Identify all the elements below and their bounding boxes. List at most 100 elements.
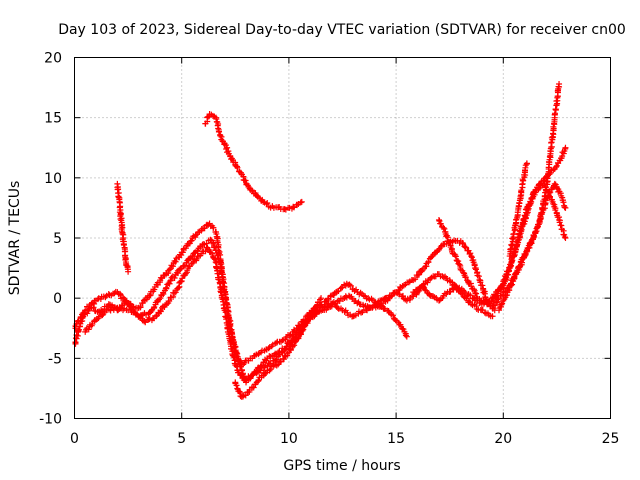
data-point <box>160 291 167 298</box>
data-point <box>533 228 540 235</box>
x-axis-label: GPS time / hours <box>283 458 400 474</box>
data-point <box>247 375 254 382</box>
data-point <box>447 288 454 295</box>
data-point <box>452 252 459 259</box>
data-point <box>180 263 187 270</box>
data-point <box>301 322 308 329</box>
plot-frame <box>74 57 611 419</box>
y-tick-label: 10 <box>44 171 62 187</box>
data-point <box>169 263 176 270</box>
data-point <box>388 293 395 300</box>
data-point <box>544 175 551 182</box>
data-point <box>424 279 431 286</box>
data-point <box>505 267 512 274</box>
data-point <box>519 181 526 188</box>
data-point <box>235 369 242 376</box>
data-point <box>159 275 166 282</box>
data-point <box>171 274 178 281</box>
data-point <box>215 125 222 132</box>
data-point <box>437 220 444 227</box>
data-point <box>91 297 98 304</box>
data-point <box>162 302 169 309</box>
x-tick-label: 15 <box>387 431 405 447</box>
data-point <box>443 290 450 297</box>
data-point <box>253 368 260 375</box>
data-point <box>306 314 313 321</box>
data-point <box>294 202 301 209</box>
data-point <box>359 309 366 316</box>
tick-labels: 0 5 10 15 20 25 -10 -5 0 5 10 15 20 <box>39 51 619 448</box>
data-point <box>216 128 223 135</box>
y-tick-label: -10 <box>39 412 62 428</box>
data-point <box>265 345 272 352</box>
data-point <box>510 231 517 238</box>
data-point <box>556 219 563 226</box>
data-point <box>156 279 163 286</box>
data-point <box>364 307 371 314</box>
data-point <box>555 83 562 90</box>
data-point <box>472 266 479 273</box>
data-point <box>527 198 534 205</box>
data-point <box>286 332 293 339</box>
data-point <box>521 212 528 219</box>
data-point <box>257 363 264 370</box>
data-point <box>518 187 525 194</box>
data-point <box>553 185 560 192</box>
data-point <box>137 303 144 310</box>
data-point <box>520 177 527 184</box>
data-point <box>123 299 130 306</box>
data-point <box>560 199 567 206</box>
data-point <box>192 232 199 239</box>
series-sat-i <box>114 180 132 275</box>
data-point <box>163 285 170 292</box>
data-point <box>120 242 127 249</box>
data-point <box>425 259 432 266</box>
data-point <box>552 106 559 113</box>
data-point <box>498 301 505 308</box>
data-point <box>521 253 528 260</box>
x-tick-label: 0 <box>70 431 79 447</box>
data-point <box>561 204 568 211</box>
data-point <box>476 299 483 306</box>
data-point <box>117 216 124 223</box>
data-point <box>194 248 201 255</box>
data-point <box>480 289 487 296</box>
data-point <box>238 367 245 374</box>
data-point <box>178 277 185 284</box>
data-point <box>529 235 536 242</box>
data-point <box>419 267 426 274</box>
data-point <box>336 298 343 305</box>
data-point <box>227 322 234 329</box>
data-point <box>550 200 557 207</box>
x-tick-label: 10 <box>280 431 298 447</box>
data-point <box>402 332 409 339</box>
data-point <box>472 265 479 272</box>
data-point <box>493 299 500 306</box>
data-point <box>75 326 82 333</box>
series-sat-j <box>202 111 305 213</box>
y-tick-label: 5 <box>53 231 62 247</box>
y-axis-label: SDTVAR / TECUs <box>7 181 23 296</box>
data-point <box>430 293 437 300</box>
data-point <box>117 290 124 297</box>
data-point <box>543 184 550 191</box>
data-points <box>72 80 569 400</box>
data-point <box>539 204 546 211</box>
data-point <box>441 225 448 232</box>
data-point <box>298 198 305 205</box>
data-point <box>167 277 174 284</box>
series-sat-c <box>82 236 496 386</box>
data-point <box>209 239 216 246</box>
series-sat-g <box>496 80 563 314</box>
data-point <box>264 200 271 207</box>
data-point <box>259 362 266 369</box>
data-point <box>451 284 458 291</box>
series-sat-h <box>506 160 530 260</box>
data-point <box>516 228 523 235</box>
data-point <box>534 224 541 231</box>
data-point <box>127 300 134 307</box>
data-point <box>529 194 536 201</box>
data-point <box>289 331 296 338</box>
data-point <box>421 286 428 293</box>
